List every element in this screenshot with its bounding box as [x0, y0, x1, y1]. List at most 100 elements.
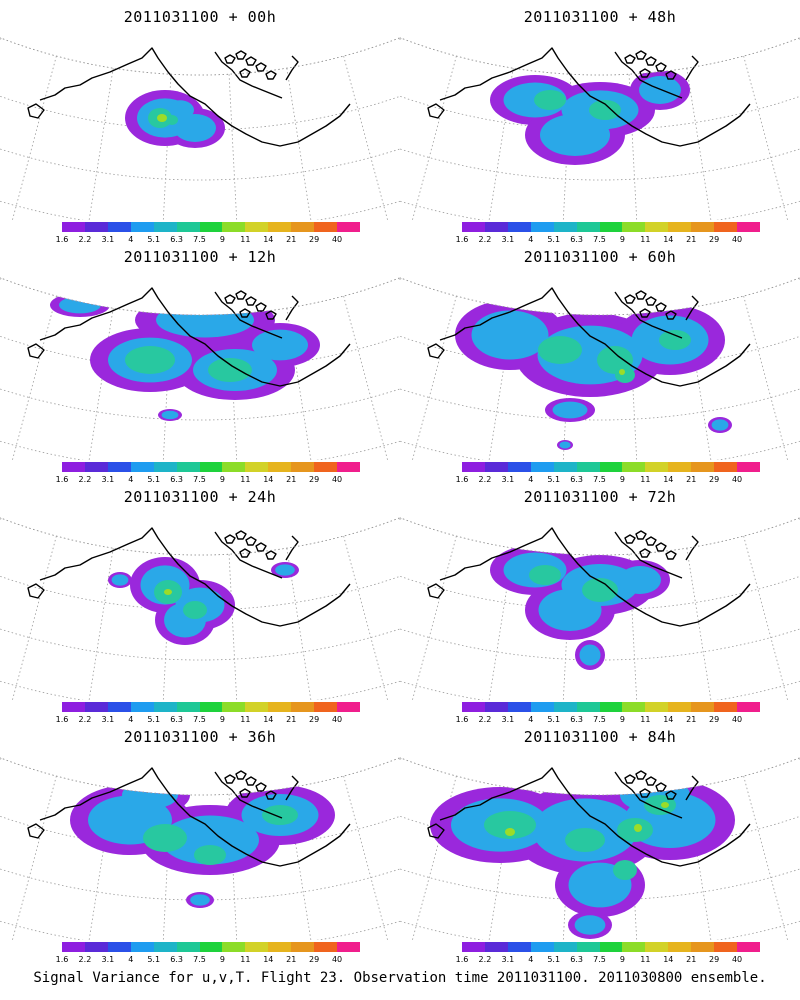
colorbar-label: 29	[709, 715, 720, 724]
colorbar-label: 2.2	[478, 235, 492, 244]
colorbar-label: 21	[286, 715, 297, 724]
colorbar-swatch	[645, 222, 669, 232]
colorbar-swatch	[530, 222, 554, 232]
colorbar-swatch	[245, 222, 269, 232]
colorbar-label: 9	[619, 955, 625, 964]
colorbar-swatch	[245, 702, 269, 712]
colorbar-label: 9	[219, 955, 225, 964]
colorbar-label: 7.5	[193, 235, 206, 244]
colorbar-label: 3.1	[101, 235, 115, 244]
map-panel: 2011031100 + 60h 1.6 2.2 3.1 4 5.1 6.3 7.5 9 11 14…	[400, 240, 800, 484]
variance-field	[490, 70, 690, 165]
coastline	[427, 287, 751, 387]
colorbar-swatch	[291, 942, 315, 952]
colorbar	[62, 462, 360, 472]
colorbar-labels: 1.6 2.2 3.1 4 5.1 6.3 7.5 9 11 14 21 29 40	[456, 235, 766, 245]
colorbar-swatch	[153, 462, 177, 472]
colorbar-swatch	[576, 702, 600, 712]
colorbar-swatch	[176, 222, 200, 232]
colorbar-label: 21	[686, 955, 697, 964]
colorbar-label: 11	[240, 955, 251, 964]
colorbar-swatch	[691, 462, 715, 472]
map-plot	[400, 277, 800, 460]
colorbar-label: 9	[219, 715, 225, 724]
colorbar-label: 5.1	[147, 475, 161, 484]
map-plot	[0, 37, 400, 220]
colorbar-label: 4	[528, 235, 534, 244]
panel-title: 2011031100 + 60h	[523, 248, 677, 266]
map-plot	[400, 37, 800, 220]
colorbar-label: 3.1	[101, 475, 115, 484]
coastline	[27, 767, 351, 867]
colorbar-label: 40	[331, 955, 343, 964]
colorbar-swatch	[599, 702, 623, 712]
colorbar-label: 3.1	[501, 475, 515, 484]
colorbar-swatch	[130, 702, 154, 712]
colorbar-swatch	[530, 462, 554, 472]
colorbar-label: 2.2	[478, 475, 492, 484]
colorbar-swatch	[268, 462, 292, 472]
colorbar-swatch	[314, 702, 338, 712]
colorbar-label: 11	[640, 955, 651, 964]
variance-field	[108, 557, 299, 645]
colorbar-swatch	[737, 222, 760, 232]
colorbar-swatch	[714, 702, 738, 712]
colorbar-label: 21	[686, 235, 697, 244]
map-panel: 2011031100 + 72h 1.6 2.2 3.1 4 5.1 6.3 7.5 9 11 14…	[400, 480, 800, 724]
colorbar-swatch	[199, 222, 223, 232]
colorbar-label: 3.1	[101, 715, 115, 724]
colorbar-swatch	[62, 462, 85, 472]
colorbar-swatch	[668, 222, 692, 232]
panel-title: 2011031100 + 00h	[123, 8, 277, 26]
colorbar	[462, 702, 760, 712]
colorbar-swatch	[245, 942, 269, 952]
colorbar-label: 1.6	[55, 235, 69, 244]
colorbar-swatch	[714, 222, 738, 232]
map-panel: 2011031100 + 24h 1.6 2.2 3.1 4 5.1 6.3 7.5 9 11 14…	[0, 480, 400, 724]
colorbar-label: 6.3	[570, 475, 583, 484]
colorbar-label: 14	[663, 475, 674, 484]
colorbar-label: 11	[240, 235, 251, 244]
colorbar-label: 4	[128, 475, 134, 484]
panel-title: 2011031100 + 84h	[523, 728, 677, 746]
colorbar-label: 9	[619, 715, 625, 724]
colorbar-label: 4	[128, 715, 134, 724]
colorbar-swatch	[107, 942, 131, 952]
map-panel: 2011031100 + 48h 1.6 2.2 3.1 4 5.1 6.3 7.5 9 11 14…	[400, 0, 800, 244]
colorbar-label: 5.1	[547, 955, 561, 964]
colorbar-label: 7.5	[193, 475, 206, 484]
colorbar-swatch	[484, 222, 508, 232]
colorbar-label: 7.5	[593, 235, 606, 244]
colorbar-label: 7.5	[593, 475, 606, 484]
colorbar-swatch	[62, 942, 85, 952]
colorbar-label: 14	[663, 715, 674, 724]
colorbar-labels: 1.6 2.2 3.1 4 5.1 6.3 7.5 9 11 14 21 29 40	[56, 715, 366, 725]
colorbar-swatch	[268, 942, 292, 952]
coastline	[27, 527, 351, 627]
colorbar-label: 5.1	[547, 475, 561, 484]
colorbar-label: 1.6	[455, 715, 469, 724]
colorbar-label: 29	[309, 235, 320, 244]
colorbar-label: 29	[309, 715, 320, 724]
colorbar-label: 6.3	[170, 955, 183, 964]
map-plot	[400, 757, 800, 940]
colorbar-label: 21	[686, 715, 697, 724]
colorbar-swatch	[507, 702, 531, 712]
colorbar-swatch	[314, 462, 338, 472]
colorbar-swatch	[622, 222, 646, 232]
colorbar-label: 14	[263, 235, 274, 244]
colorbar-label: 2.2	[78, 475, 92, 484]
colorbar	[462, 462, 760, 472]
colorbar-label: 11	[240, 715, 251, 724]
colorbar-swatch	[668, 702, 692, 712]
colorbar-label: 1.6	[455, 475, 469, 484]
coastline	[427, 527, 751, 627]
colorbar-label: 5.1	[147, 715, 161, 724]
colorbar-swatch	[530, 702, 554, 712]
colorbar-label: 40	[731, 475, 743, 484]
colorbar-swatch	[176, 462, 200, 472]
colorbar-swatch	[714, 462, 738, 472]
colorbar-labels: 1.6 2.2 3.1 4 5.1 6.3 7.5 9 11 14 21 29 40	[56, 475, 366, 485]
colorbar-swatch	[153, 222, 177, 232]
colorbar-swatch	[507, 942, 531, 952]
